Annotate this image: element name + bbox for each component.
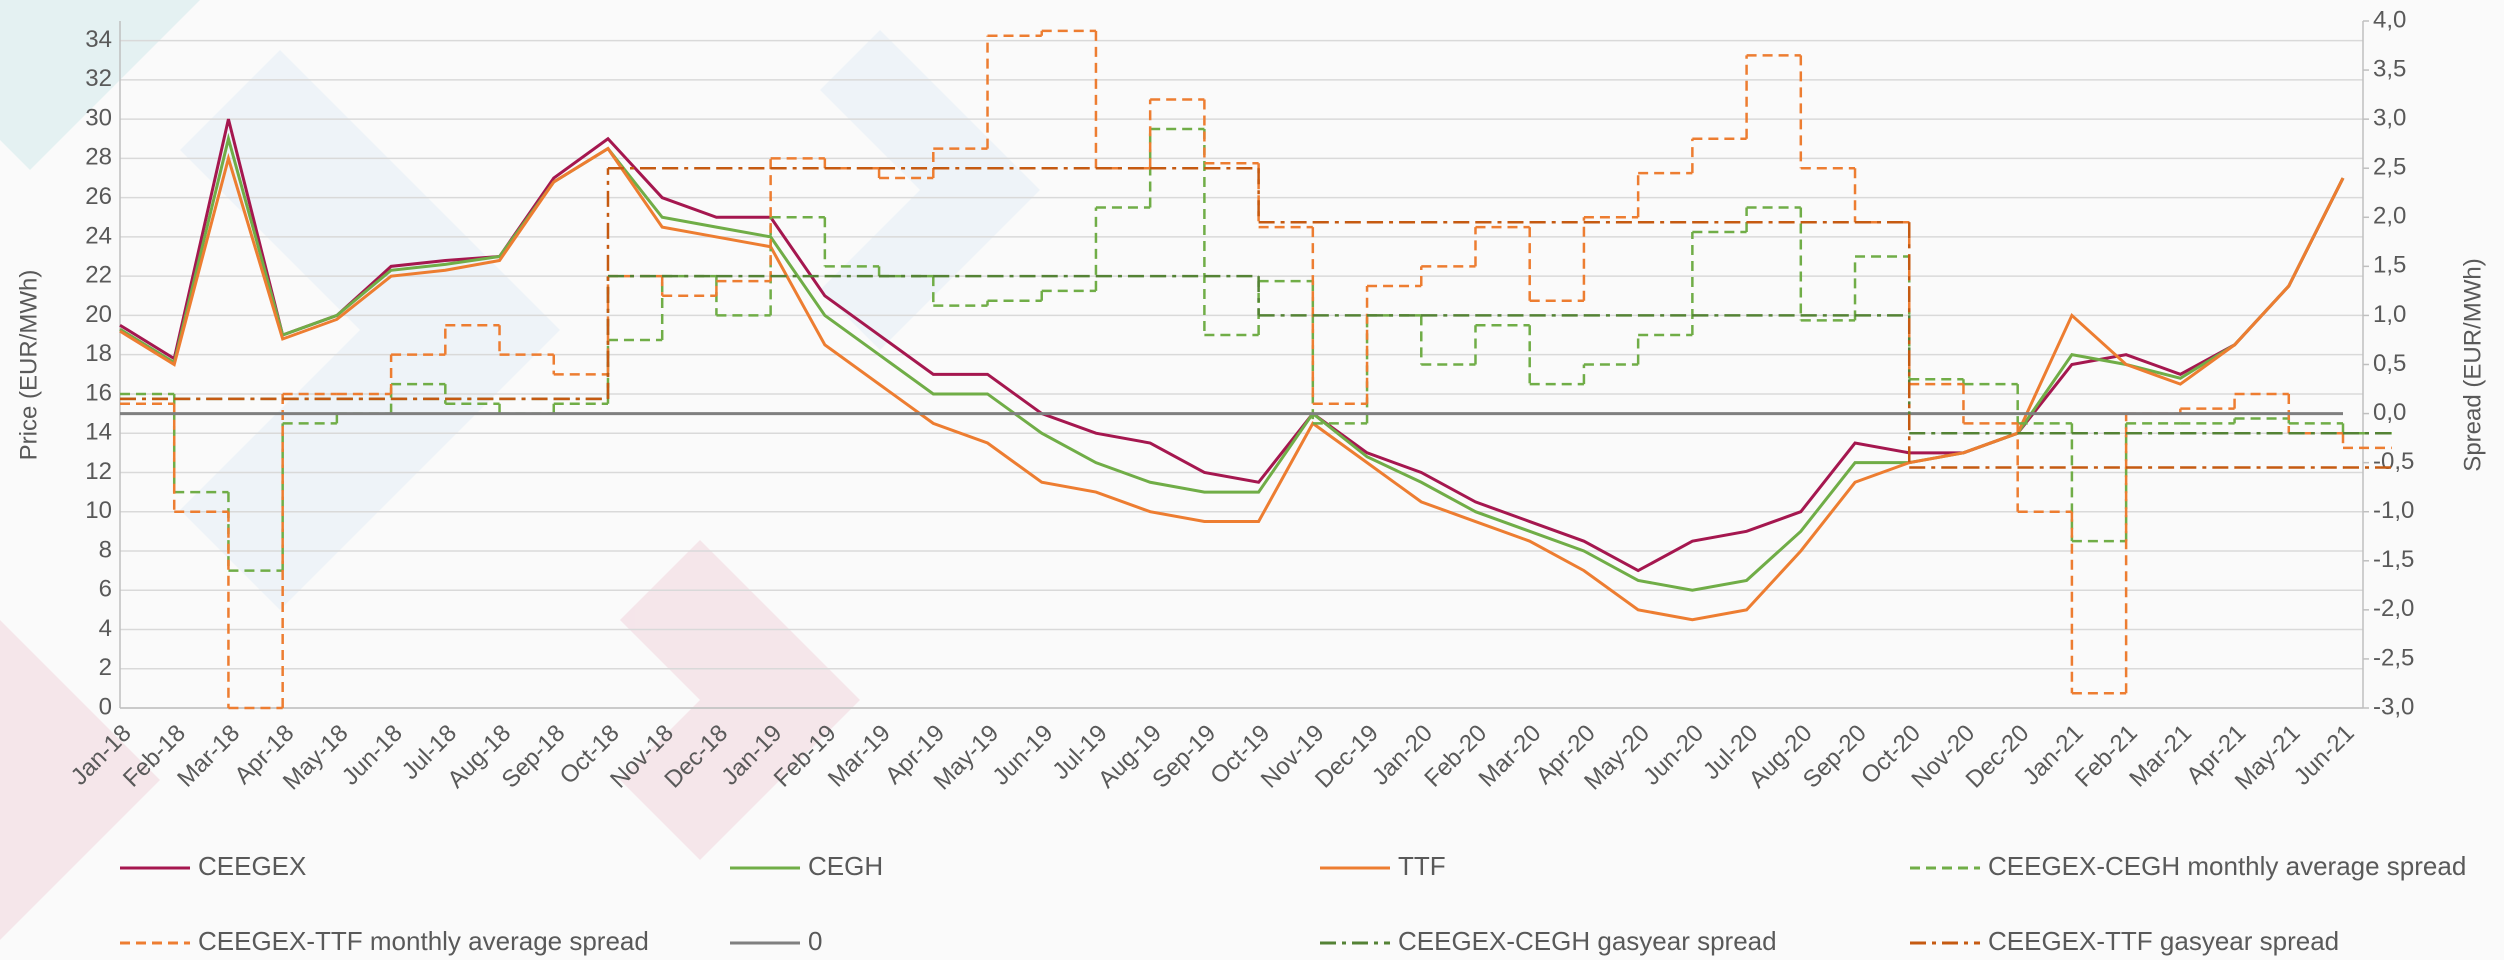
legend-label: CEEGEX-CEGH monthly average spread	[1988, 851, 2466, 881]
y-tick-label: 22	[85, 262, 112, 289]
x-tick-label: Mar-18	[172, 720, 245, 793]
y-tick-label: 28	[85, 144, 112, 171]
background-decoration	[0, 0, 1040, 940]
page: {"chart_data": {"type": "line", "y_label…	[0, 0, 2504, 960]
y2-tick-label: -0,5	[2373, 448, 2414, 475]
y2-tick-label: 1,5	[2373, 252, 2406, 279]
legend-label: CEEGEX-CEGH gasyear spread	[1398, 926, 1777, 956]
y2-tick-label: 2,0	[2373, 203, 2406, 230]
y2-tick-label: 0,0	[2373, 399, 2406, 426]
y-tick-label: 2	[99, 654, 112, 681]
y2-tick-label: -1,5	[2373, 546, 2414, 573]
y2-tick-label: -3,0	[2373, 693, 2414, 720]
y-tick-label: 6	[99, 576, 112, 603]
y-tick-label: 16	[85, 379, 112, 406]
legend-label: CEEGEX	[198, 851, 306, 881]
y2-tick-label: 1,0	[2373, 301, 2406, 328]
legend-label: CEEGEX-TTF gasyear spread	[1988, 926, 2339, 956]
x-tick-label: Jun-20	[1638, 720, 1709, 791]
y-tick-label: 14	[85, 419, 112, 446]
y-axis-title: Price (EUR/MWh)	[15, 270, 42, 461]
legend-label: CEGH	[808, 851, 883, 881]
x-tick-label: Mar-20	[1474, 720, 1547, 793]
y2-tick-label: -2,0	[2373, 595, 2414, 622]
y-tick-label: 18	[85, 340, 112, 367]
y2-tick-label: -1,0	[2373, 497, 2414, 524]
y2-axis-title: Spread (EUR/MWh)	[2459, 258, 2486, 471]
y2-tick-label: -2,5	[2373, 644, 2414, 671]
x-tick-label: Jun-19	[987, 720, 1058, 791]
y2-tick-label: 2,5	[2373, 154, 2406, 181]
y2-tick-label: 0,5	[2373, 350, 2406, 377]
legend: CEEGEX CEGH TTF CEEGEX-CEGH monthly average…	[120, 851, 2466, 956]
y2-tick-label: 4,0	[2373, 6, 2406, 33]
y-tick-label: 34	[85, 26, 112, 53]
y-tick-label: 20	[85, 301, 112, 328]
y-tick-label: 8	[99, 536, 112, 563]
y-tick-label: 12	[85, 458, 112, 485]
y2-tick-label: 3,5	[2373, 55, 2406, 82]
y-tick-label: 4	[99, 615, 112, 642]
x-tick-label: Mar-21	[2124, 720, 2197, 793]
chart: Price (EUR/MWh) Spread (EUR/MWh) CEEGEXC…	[0, 0, 2504, 960]
y-tick-label: 26	[85, 183, 112, 210]
legend-label: CEEGEX-TTF monthly average spread	[198, 926, 649, 956]
x-tick-label: Mar-19	[823, 720, 896, 793]
y-tick-label: 10	[85, 497, 112, 524]
x-tick-label: Jun-21	[2289, 720, 2360, 791]
y-tick-label: 24	[85, 222, 112, 249]
x-tick-label: Jun-18	[337, 720, 408, 791]
y2-tick-label: 3,0	[2373, 104, 2406, 131]
y-tick-label: 0	[99, 693, 112, 720]
legend-label: 0	[808, 926, 822, 956]
legend-label: TTF	[1398, 851, 1446, 881]
y-tick-label: 32	[85, 65, 112, 92]
y-tick-label: 30	[85, 104, 112, 131]
